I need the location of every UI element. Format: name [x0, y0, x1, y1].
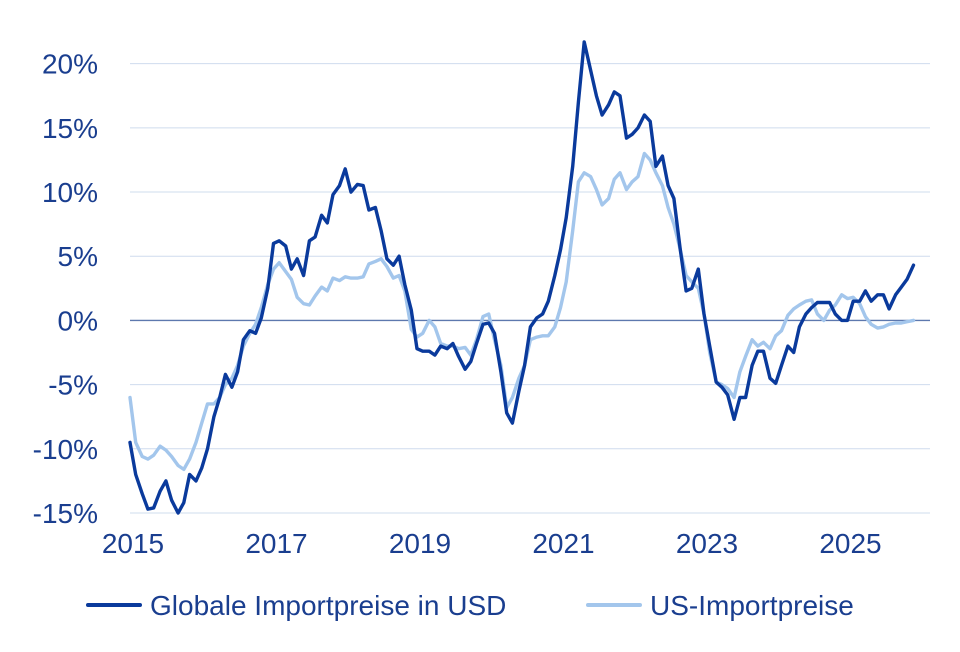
- x-tick-label: 2017: [245, 528, 307, 559]
- series-line-globale-importpreise: [128, 40, 916, 515]
- gridlines: [130, 63, 930, 514]
- x-tick-label: 2025: [819, 528, 881, 559]
- y-tick-label: 20%: [42, 49, 98, 80]
- x-tick-label: 2019: [389, 528, 451, 559]
- x-tick-label: 2021: [532, 528, 594, 559]
- y-tick-label: 15%: [42, 113, 98, 144]
- series-line-us-importpreise: [128, 151, 916, 472]
- legend-label: US-Importpreise: [650, 590, 854, 621]
- series-lines: [128, 40, 916, 515]
- y-tick-label: -10%: [33, 434, 98, 465]
- legend: Globale Importpreise in USD US-Importprei…: [86, 590, 854, 621]
- x-tick-label: 2023: [676, 528, 738, 559]
- x-tick-label: 2015: [102, 528, 164, 559]
- y-tick-label: 0%: [58, 305, 98, 336]
- legend-label: Globale Importpreise in USD: [150, 590, 506, 621]
- y-tick-label: -15%: [33, 498, 98, 529]
- axes: 20% 15% 10% 5% 0% -5% -10% -15%2015 2017 2019 2021…: [33, 49, 930, 559]
- y-tick-label: 5%: [58, 241, 98, 272]
- y-tick-label: -5%: [48, 370, 98, 401]
- y-tick-label: 10%: [42, 177, 98, 208]
